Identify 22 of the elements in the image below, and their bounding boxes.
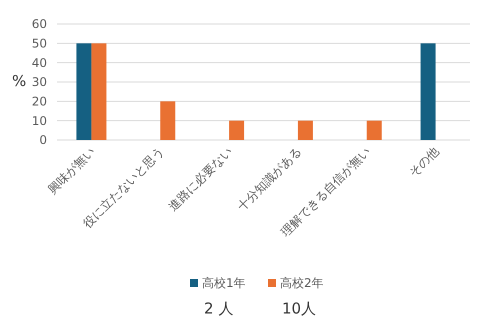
y-tick-label: 0 — [39, 133, 47, 148]
bar — [91, 43, 106, 140]
y-tick-label: 10 — [32, 114, 47, 128]
y-tick-label: 30 — [32, 75, 47, 90]
bar — [76, 43, 92, 140]
x-tick-label: その他 — [406, 144, 442, 180]
bar — [229, 120, 244, 140]
y-tick-label: 40 — [32, 56, 47, 70]
text: 2 人 — [204, 299, 234, 318]
y-tick-label: 50 — [32, 36, 47, 51]
x-tick-label: 進路に必要ない — [166, 144, 236, 214]
text: 10人 — [282, 299, 316, 318]
y-axis-title: % — [12, 72, 26, 90]
bar — [420, 43, 436, 140]
x-tick-label: 興味が無い — [45, 144, 98, 197]
y-tick-label: 60 — [32, 17, 47, 32]
bar — [298, 120, 313, 140]
legend-label: 高校2年 — [280, 276, 324, 290]
y-tick-label: 20 — [32, 94, 47, 109]
bar — [160, 101, 176, 140]
bar — [366, 120, 382, 140]
legend-label: 高校1年 — [202, 276, 246, 290]
